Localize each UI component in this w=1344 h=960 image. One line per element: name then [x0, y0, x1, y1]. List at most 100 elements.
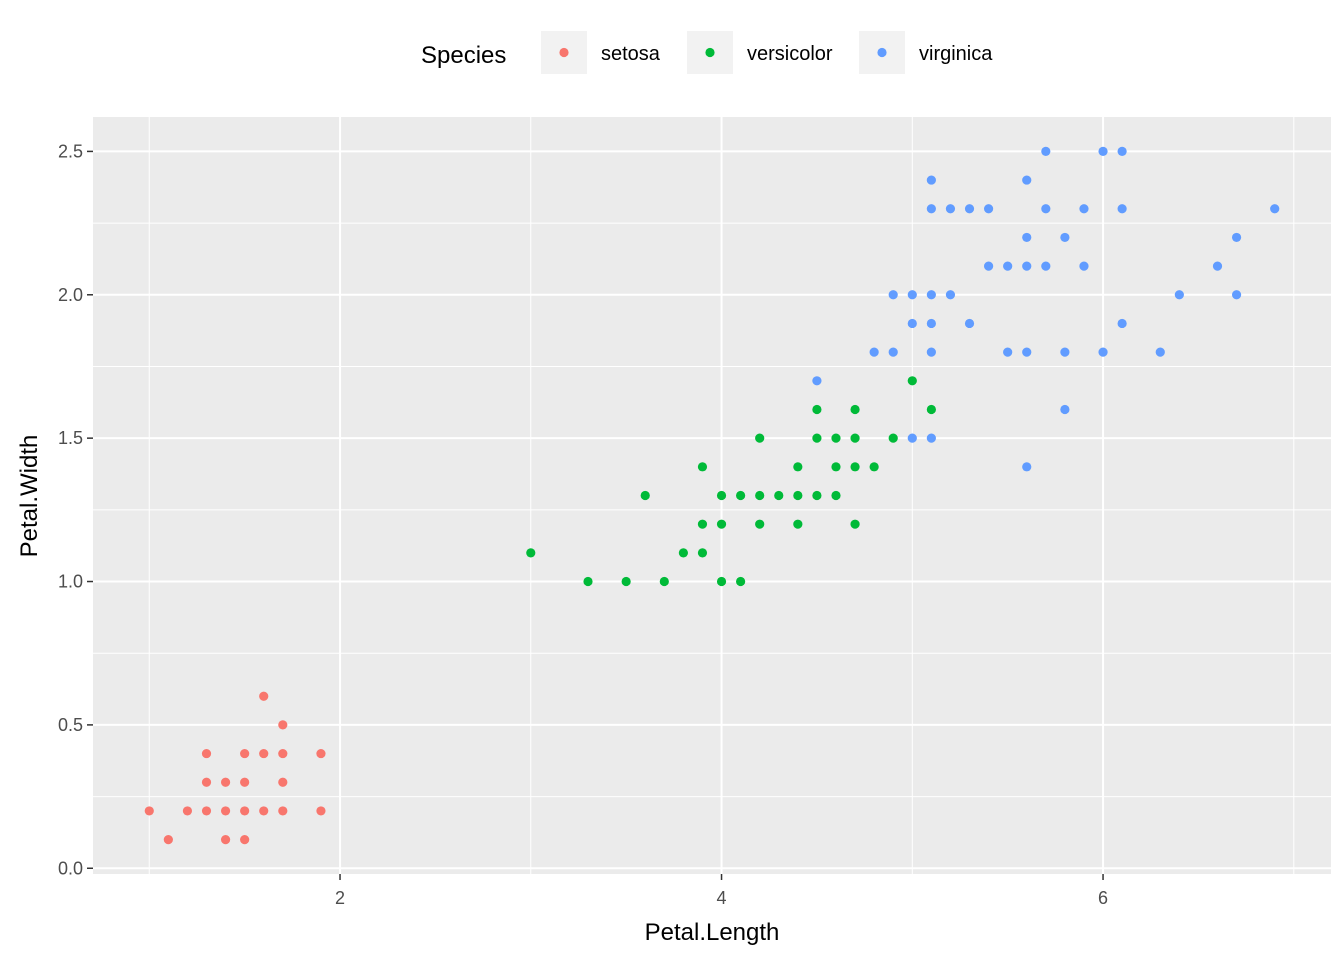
point-setosa: [259, 691, 269, 701]
point-virginica: [926, 318, 936, 329]
point-setosa: [201, 777, 212, 787]
point-virginica: [1098, 347, 1108, 357]
legend-swatch-setosa: [559, 47, 569, 58]
point-virginica: [907, 290, 917, 300]
point-setosa: [278, 777, 288, 787]
plot-panel: [93, 117, 1331, 874]
point-versicolor: [583, 576, 593, 587]
point-virginica: [983, 261, 994, 271]
point-virginica: [1022, 462, 1032, 472]
point-versicolor: [793, 490, 803, 501]
point-setosa: [144, 806, 154, 816]
point-virginica: [983, 204, 994, 214]
point-virginica: [1022, 232, 1032, 243]
point-virginica: [869, 347, 879, 357]
legend-label-setosa: setosa: [601, 43, 661, 65]
point-setosa: [240, 834, 250, 845]
point-virginica: [1174, 290, 1184, 300]
point-versicolor: [736, 576, 746, 587]
point-setosa: [220, 834, 231, 845]
y-axis: 0.0 0.5 1.0 1.5 2.0 2.5: [58, 141, 93, 878]
point-versicolor: [755, 519, 765, 529]
point-versicolor: [697, 519, 708, 529]
point-virginica: [1022, 347, 1032, 357]
point-virginica: [812, 376, 822, 386]
point-virginica: [964, 318, 975, 329]
point-virginica: [926, 290, 936, 300]
point-versicolor: [640, 490, 650, 501]
point-virginica: [1098, 146, 1108, 157]
point-virginica: [888, 290, 898, 300]
point-virginica: [1079, 261, 1089, 271]
point-setosa: [259, 748, 269, 759]
point-versicolor: [926, 404, 936, 415]
point-versicolor: [697, 548, 708, 558]
point-versicolor: [526, 548, 536, 558]
point-virginica: [1117, 204, 1127, 214]
y-tick-label: 2.0: [58, 285, 83, 305]
legend-keys: setosa versicolor virginica: [541, 31, 993, 74]
point-setosa: [240, 806, 250, 816]
point-versicolor: [659, 576, 669, 587]
point-versicolor: [831, 433, 841, 443]
y-tick-label: 0.5: [58, 715, 83, 735]
point-virginica: [1079, 204, 1089, 214]
legend: Species setosa versicolor virginica: [421, 31, 993, 74]
point-versicolor: [793, 519, 803, 529]
point-versicolor: [850, 433, 860, 443]
point-virginica: [1117, 146, 1127, 157]
data-points: [144, 146, 1280, 845]
point-setosa: [240, 777, 250, 787]
point-versicolor: [812, 433, 822, 443]
point-setosa: [259, 806, 269, 816]
point-virginica: [1060, 347, 1070, 357]
legend-title: Species: [421, 42, 506, 69]
point-versicolor: [793, 462, 803, 472]
y-axis-title: Petal.Width: [16, 435, 43, 558]
point-versicolor: [755, 433, 765, 443]
point-versicolor: [812, 490, 822, 501]
point-virginica: [926, 347, 936, 357]
point-setosa: [163, 834, 173, 845]
y-tick-label: 2.5: [58, 141, 83, 161]
point-virginica: [1003, 261, 1013, 271]
point-virginica: [945, 204, 956, 214]
point-virginica: [926, 175, 936, 185]
point-virginica: [945, 290, 956, 300]
x-tick-label: 4: [717, 888, 727, 908]
point-versicolor: [716, 519, 727, 529]
point-versicolor: [831, 490, 841, 501]
y-tick-label: 0.0: [58, 858, 83, 878]
point-setosa: [201, 748, 212, 759]
point-versicolor: [907, 376, 917, 386]
point-virginica: [907, 433, 917, 443]
point-versicolor: [716, 490, 727, 501]
point-versicolor: [678, 548, 688, 558]
point-versicolor: [888, 433, 898, 443]
point-virginica: [926, 433, 936, 443]
point-virginica: [1231, 290, 1242, 300]
point-setosa: [182, 806, 193, 816]
point-setosa: [220, 806, 231, 816]
point-virginica: [1155, 347, 1165, 357]
point-versicolor: [850, 404, 860, 415]
point-virginica: [964, 204, 975, 214]
point-virginica: [1212, 261, 1223, 271]
point-setosa: [316, 806, 326, 816]
legend-label-versicolor: versicolor: [747, 43, 833, 65]
point-virginica: [1270, 204, 1280, 214]
point-virginica: [926, 204, 936, 214]
point-virginica: [1022, 261, 1032, 271]
point-versicolor: [831, 462, 841, 472]
y-tick-label: 1.5: [58, 428, 83, 448]
point-versicolor: [697, 462, 708, 472]
point-setosa: [278, 720, 288, 730]
point-virginica: [1041, 146, 1051, 157]
minor-gridlines: [93, 117, 1331, 874]
point-setosa: [220, 777, 231, 787]
point-versicolor: [736, 490, 746, 501]
point-virginica: [888, 347, 898, 357]
point-versicolor: [774, 490, 784, 501]
x-axis: 2 4 6: [335, 874, 1108, 908]
